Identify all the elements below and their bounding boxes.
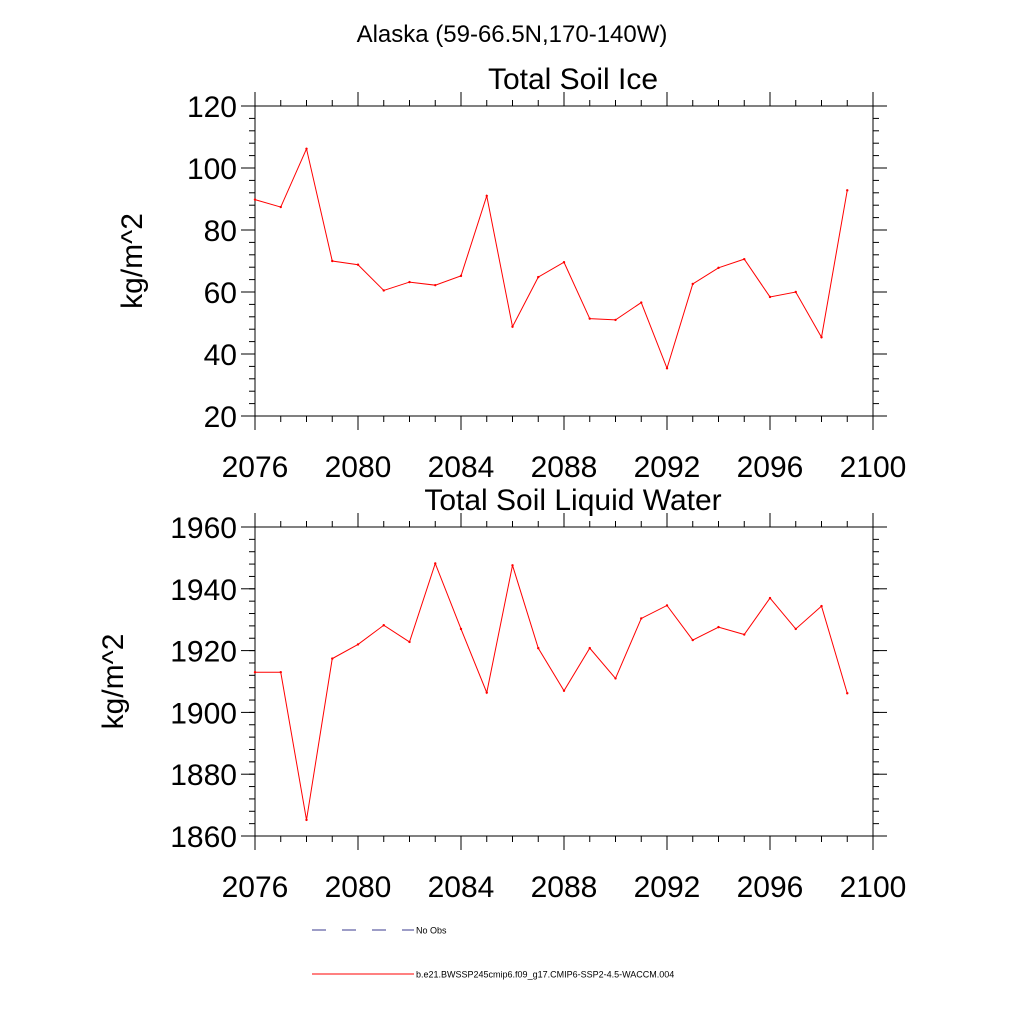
x-tick-label: 2080 (325, 451, 392, 484)
y-tick-label: 1900 (170, 697, 237, 730)
data-point (305, 818, 308, 822)
data-point (511, 325, 514, 328)
data-point (485, 691, 488, 694)
data-point (434, 283, 437, 287)
x-tick-label: 2076 (222, 871, 289, 904)
x-tick-label: 2092 (634, 451, 701, 484)
data-point (356, 263, 360, 266)
chart-panels: Total Soil Ice 20 40 60 80 100 120 2076 2080 2084… (97, 63, 906, 904)
data-point (691, 638, 694, 642)
legend: No Obs b.e21.BWSSP245cmip6.f09_g17.CMIP6-… (312, 926, 674, 980)
data-point (356, 643, 360, 646)
data-point (743, 633, 746, 636)
y-tick-label: 1920 (170, 636, 237, 669)
series-line-1 (254, 147, 848, 370)
data-point (588, 646, 591, 650)
data-point (331, 259, 334, 263)
y-tick-label: 1960 (170, 512, 237, 545)
chart-panel-2: Total Soil Liquid Water 1860 1880 1900 1920 1… (97, 484, 906, 904)
y-tick-label: 1860 (170, 821, 237, 854)
data-point (588, 317, 591, 320)
x-tick-label: 2096 (737, 451, 804, 484)
data-point (846, 692, 849, 695)
data-point (640, 617, 643, 620)
x-tick-label: 2088 (531, 871, 598, 904)
x-tick-label: 2096 (737, 871, 804, 904)
data-point (279, 205, 282, 209)
legend-label-2: b.e21.BWSSP245cmip6.f09_g17.CMIP6-SSP2-4… (416, 970, 674, 980)
data-point (768, 596, 772, 600)
plot-frame (254, 105, 874, 417)
data-point (253, 671, 257, 674)
x-tick-label: 2100 (840, 451, 907, 484)
x-tick-label: 2084 (428, 871, 495, 904)
data-point (614, 677, 617, 680)
y-tick-label: 120 (187, 91, 237, 124)
data-point (382, 624, 385, 627)
data-point (717, 625, 720, 629)
data-point (743, 257, 746, 261)
figure-title: Alaska (59-66.5N,170-140W) (357, 21, 668, 48)
data-point (537, 275, 540, 279)
series-line-1 (255, 561, 848, 821)
data-point (434, 562, 437, 565)
chart-title: Total Soil Liquid Water (424, 484, 721, 517)
y-tick-label: 1940 (170, 574, 237, 607)
data-point (665, 604, 669, 607)
data-point (408, 640, 411, 644)
y-axis-label: kg/m^2 (116, 213, 149, 309)
data-point (794, 290, 797, 294)
y-tick-label: 80 (204, 215, 237, 248)
data-point (820, 604, 823, 608)
data-point (537, 646, 540, 650)
data-point (820, 336, 823, 339)
data-point (794, 627, 797, 631)
data-point (846, 189, 849, 192)
y-tick-label: 40 (204, 339, 237, 372)
y-tick-label: 1880 (170, 759, 237, 792)
data-point (640, 301, 643, 304)
data-point (614, 318, 617, 322)
x-tick-label: 2092 (634, 871, 701, 904)
chart-title: Total Soil Ice (488, 63, 658, 96)
x-tick-label: 2088 (531, 451, 598, 484)
y-tick-label: 100 (187, 153, 237, 186)
chart-panel-1: Total Soil Ice 20 40 60 80 100 120 2076 2080 2084… (116, 63, 906, 484)
data-point (459, 627, 463, 631)
data-point (382, 289, 385, 292)
data-point (665, 367, 669, 370)
x-tick-label: 2076 (222, 451, 289, 484)
data-point (331, 657, 334, 660)
x-tick-label: 2100 (840, 871, 907, 904)
plot-frame (254, 526, 874, 837)
data-point (562, 261, 566, 264)
data-point (717, 266, 720, 270)
x-tick-label: 2084 (428, 451, 495, 484)
data-point (279, 671, 282, 674)
y-axis-label: kg/m^2 (97, 634, 130, 730)
data-point (305, 147, 308, 150)
data-point (691, 282, 694, 286)
x-tick-label: 2080 (325, 871, 392, 904)
data-point (485, 194, 488, 198)
y-tick-label: 20 (204, 401, 237, 434)
data-point (511, 564, 514, 567)
data-point (562, 689, 566, 692)
data-point (459, 274, 463, 278)
y-tick-label: 60 (204, 277, 237, 310)
data-point (408, 280, 411, 284)
legend-label-1: No Obs (416, 926, 447, 936)
data-point (253, 198, 257, 201)
data-point (768, 295, 772, 299)
